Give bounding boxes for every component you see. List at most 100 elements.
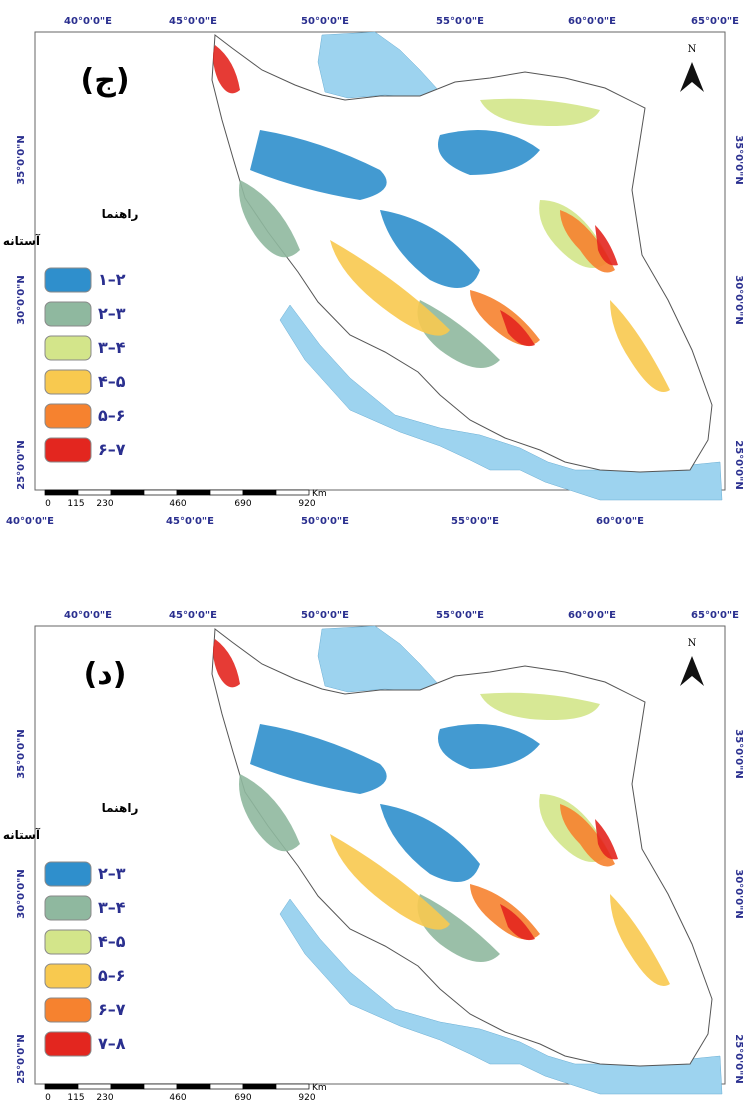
habitat-zone [213,639,240,688]
north-label: N [688,44,697,55]
scale-bar-segment [77,1083,112,1090]
map-panel: 40°0'0"E 45°0'0"E 50°0'0"E 55°0'0"E 60°0'0"E… [0,610,744,1103]
top-axis-label: 45°0'0"E [169,16,217,27]
legend-label: ۵–۶ [98,406,126,425]
habitat-zone [330,240,450,336]
scale-label: 115 [67,499,84,509]
legend-label: ۳–۴ [98,898,126,917]
scale-bar-segment [143,489,178,496]
top-axis-label: 55°0'0"E [436,610,484,621]
legend-swatch [44,301,92,327]
scale-bar-segment [209,1083,244,1090]
habitat-zone [595,819,618,860]
legend-label: ۴–۵ [98,932,126,951]
scale-bar-segment [44,489,79,496]
legend-swatch [44,997,92,1023]
bottom-axis-label: 40°0'0"E [6,516,54,527]
scale-bar-segment [275,1083,310,1090]
habitat-zone [438,130,540,175]
habitat-zone [480,692,600,720]
legend-label: ۶–۷ [98,440,126,459]
right-axis-label: 25°0'0"N [733,1034,744,1083]
legend-label: ۱–۲ [98,270,126,289]
scale-label: 230 [96,1093,113,1103]
legend-label: ۵–۶ [98,966,126,985]
legend-label: ۲–۳ [98,864,126,883]
legend-label: ۳–۴ [98,338,126,357]
scale-label: 690 [234,1093,251,1103]
left-axis-label: 35°0'0"N [16,135,27,184]
map-panel: 40°0'0"E 45°0'0"E 50°0'0"E 55°0'0"E 60°0'0"E… [0,16,744,527]
habitat-zone [213,45,240,94]
habitat-zone [500,904,535,941]
persian-gulf [279,304,723,501]
scale-label: 0 [45,499,51,509]
scale-unit: Km [312,1083,327,1093]
habitat-zone [380,210,480,288]
scale-bar-segment [242,489,277,496]
top-axis-label: 50°0'0"E [301,16,349,27]
top-axis-label: 65°0'0"E [691,610,739,621]
scale-label: 115 [67,1093,84,1103]
legend-swatch [44,335,92,361]
left-axis-label: 30°0'0"N [16,869,27,918]
habitat-zone [610,894,670,986]
panel-label: (د) [84,657,127,692]
habitat-zone [610,300,670,392]
right-axis-label: 25°0'0"N [733,440,744,489]
right-axis-label: 30°0'0"N [733,275,744,324]
habitat-zone [250,724,387,794]
top-axis-label: 60°0'0"E [568,16,616,27]
habitat-zone [438,724,540,769]
scale-bar-segment [176,489,211,496]
top-axis-label: 65°0'0"E [691,16,739,27]
legend-label: ۲–۳ [98,304,126,323]
legend-swatch [44,929,92,955]
panel-label: (ج) [80,63,129,98]
bottom-axis-label: 60°0'0"E [596,516,644,527]
left-axis-label: 30°0'0"N [16,275,27,324]
scale-bar-segment [44,1083,79,1090]
north-label: N [688,638,697,649]
habitat-zone [417,894,500,962]
habitat-zone [239,180,300,258]
right-axis-label: 35°0'0"N [733,729,744,778]
legend-label: ۴–۵ [98,372,126,391]
left-axis-label: 25°0'0"N [16,440,27,489]
legend-label: ۷–۸ [98,1034,126,1053]
top-axis-label: 55°0'0"E [436,16,484,27]
legend-label: ۶–۷ [98,1000,126,1019]
legend-swatch [44,963,92,989]
top-axis-label: 50°0'0"E [301,610,349,621]
legend-heading: راهنما [102,801,139,815]
right-axis-label: 30°0'0"N [733,869,744,918]
legend-swatch [44,437,92,463]
habitat-zone [560,210,615,273]
habitat-zone [380,804,480,882]
habitat-zone [250,130,387,200]
bottom-axis-label: 50°0'0"E [301,516,349,527]
scale-label: 460 [169,1093,186,1103]
north-arrow [680,62,704,92]
habitat-zone [480,98,600,126]
scale-bar-segment [77,489,112,496]
scale-label: 230 [96,499,113,509]
scale-unit: Km [312,489,327,499]
scale-bar-segment [242,1083,277,1090]
legend-swatch [44,1031,92,1057]
legend-swatch [44,369,92,395]
top-axis-label: 40°0'0"E [64,16,112,27]
habitat-zone [330,834,450,930]
legend-swatch [44,403,92,429]
scale-bar-segment [275,489,310,496]
top-axis-label: 45°0'0"E [169,610,217,621]
habitat-zone [417,300,500,368]
scale-label: 0 [45,1093,51,1103]
scale-bar-segment [209,489,244,496]
legend-title: RCP4.5(2020-2055) آستانه زیستی [0,233,41,248]
north-arrow [680,656,704,686]
scale-bar-segment [143,1083,178,1090]
left-axis-label: 35°0'0"N [16,729,27,778]
persian-gulf [279,898,723,1095]
